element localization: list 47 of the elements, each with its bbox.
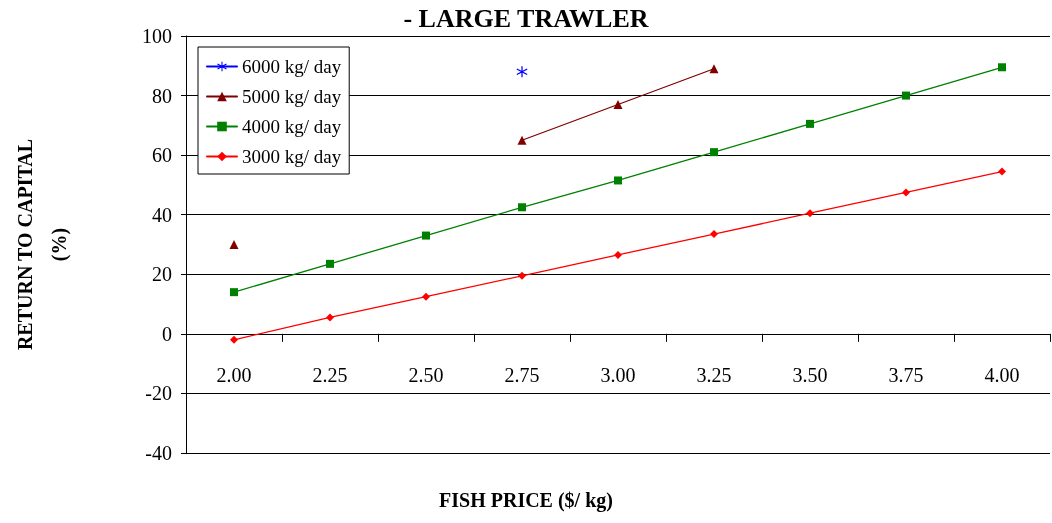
x-tick-label: 2.50 — [408, 364, 444, 386]
point — [710, 230, 718, 239]
point — [998, 167, 1006, 176]
point — [902, 188, 910, 197]
point — [614, 250, 622, 259]
point — [516, 66, 528, 78]
y-tick-label: -20 — [145, 382, 172, 405]
y-tick-label: 20 — [152, 263, 172, 286]
x-tick-label: 3.50 — [792, 364, 828, 386]
point — [614, 176, 622, 185]
point — [422, 292, 430, 301]
point — [902, 91, 910, 100]
point — [710, 148, 718, 157]
x-tick-label: 2.00 — [216, 364, 252, 386]
point — [230, 288, 238, 297]
x-tick-label: 3.75 — [888, 364, 924, 386]
y-axis-title: RETURN TO CAPITAL (%) — [14, 138, 71, 351]
legend-label: 6000 kg/ day — [242, 56, 342, 77]
chart-title: - LARGE TRAWLER — [403, 3, 649, 33]
x-tick-label: 2.75 — [504, 364, 540, 386]
point — [517, 135, 527, 145]
point — [326, 313, 334, 322]
point — [806, 209, 814, 218]
x-tick-label: 4.00 — [984, 364, 1020, 386]
point — [326, 259, 334, 268]
legend-label: 4000 kg/ day — [242, 116, 342, 137]
x-tick-label: 2.25 — [312, 364, 348, 386]
y-tick-label: 40 — [152, 203, 172, 226]
y-tick-label: 60 — [152, 144, 172, 167]
y-tick-label: 100 — [142, 25, 172, 47]
y-tick-label: -40 — [145, 442, 172, 464]
point — [613, 100, 623, 110]
y-tick-label: 80 — [152, 84, 172, 107]
point — [229, 240, 239, 249]
point — [518, 271, 526, 280]
point — [230, 335, 238, 344]
x-tick-label: 3.25 — [696, 364, 732, 386]
legend-label: 5000 kg/ day — [242, 86, 342, 107]
point — [709, 64, 719, 74]
point — [998, 63, 1006, 72]
point — [806, 119, 814, 128]
x-tick-label: 3.00 — [600, 364, 636, 386]
point — [518, 203, 526, 212]
y-tick-label: 0 — [162, 322, 172, 345]
legend-label: 3000 kg/ day — [242, 146, 342, 167]
x-axis-title: FISH PRICE ($/ kg) — [439, 489, 613, 512]
point — [422, 231, 430, 240]
